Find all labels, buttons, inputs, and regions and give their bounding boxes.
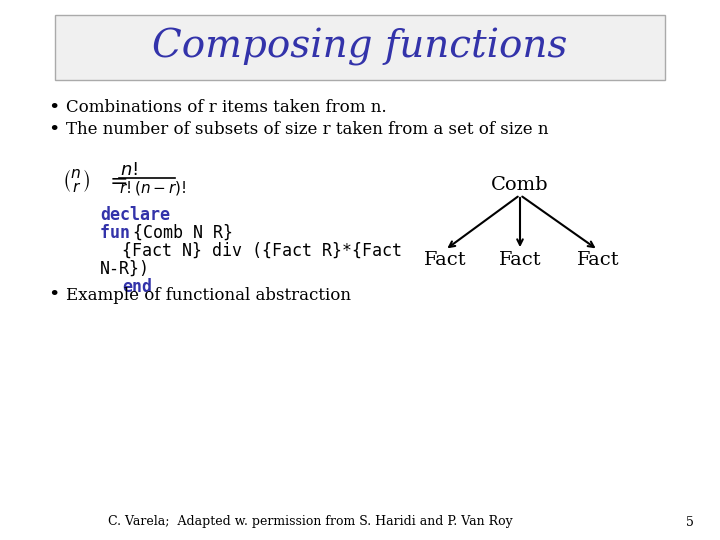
Text: Fact: Fact	[423, 251, 467, 269]
Text: Composing functions: Composing functions	[153, 28, 567, 66]
Text: Fact: Fact	[577, 251, 619, 269]
Text: $n!$: $n!$	[120, 161, 138, 179]
Text: N-R}): N-R})	[100, 260, 150, 278]
Text: declare: declare	[100, 206, 170, 224]
Text: The number of subsets of size r taken from a set of size n: The number of subsets of size r taken fr…	[66, 122, 549, 138]
Text: Comb: Comb	[491, 176, 549, 194]
Text: Combinations of r items taken from n.: Combinations of r items taken from n.	[66, 99, 387, 117]
Text: •: •	[48, 99, 59, 117]
Text: Example of functional abstraction: Example of functional abstraction	[66, 287, 351, 303]
Text: {Fact N} div ({Fact R}*{Fact: {Fact N} div ({Fact R}*{Fact	[122, 242, 402, 260]
Text: Fact: Fact	[499, 251, 541, 269]
Text: C. Varela;  Adapted w. permission from S. Haridi and P. Van Roy: C. Varela; Adapted w. permission from S.…	[107, 516, 513, 529]
Text: end: end	[122, 278, 152, 296]
Text: •: •	[48, 121, 59, 139]
Text: •: •	[48, 286, 59, 304]
Text: fun: fun	[100, 224, 140, 242]
FancyBboxPatch shape	[55, 15, 665, 80]
Text: {Comb N R}: {Comb N R}	[133, 224, 233, 242]
Text: $=$: $=$	[105, 169, 127, 191]
Text: 5: 5	[686, 516, 694, 529]
Text: $r!(n-r)!$: $r!(n-r)!$	[119, 179, 186, 197]
Text: $\binom{n}{r}$: $\binom{n}{r}$	[62, 166, 91, 193]
